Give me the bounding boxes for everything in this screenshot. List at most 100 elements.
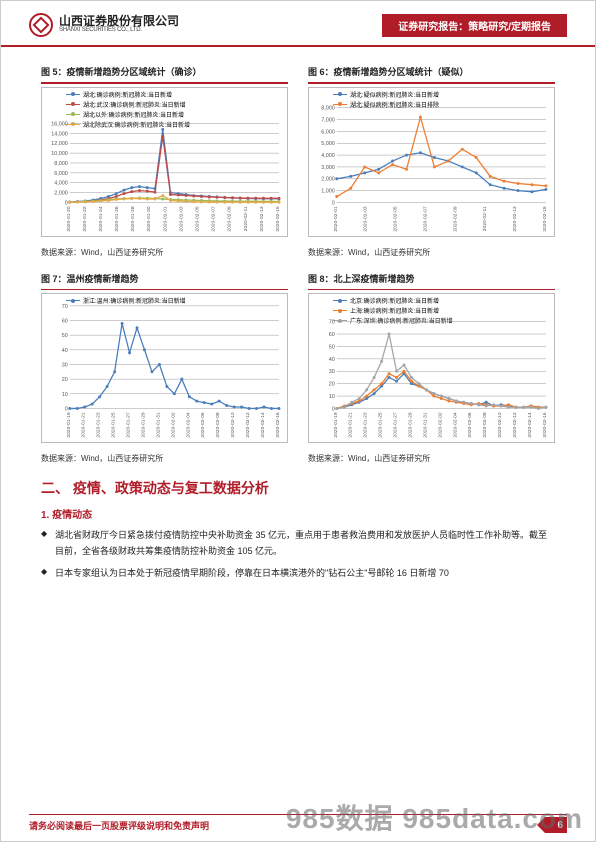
chart-title: 图 6：疫情新增趋势分区域统计（疑似）: [308, 65, 555, 78]
charts-grid: 图 5：疫情新增趋势分区域统计（确诊） 湖北:确诊病例:新冠肺炎:当日新增湖北:武…: [41, 65, 555, 464]
svg-text:2020-02-05: 2020-02-05: [393, 206, 399, 231]
chart-source: 数据来源：Wind，山西证券研究所: [308, 453, 555, 464]
svg-text:2020-02-10: 2020-02-10: [230, 412, 236, 437]
svg-text:1,000: 1,000: [321, 188, 335, 194]
company-name-cn: 山西证券股份有限公司: [59, 15, 179, 27]
svg-text:0: 0: [65, 200, 68, 206]
logo-block: 山西证券股份有限公司 SHANXI SECURITIES CO., LTD.: [29, 13, 179, 37]
watermark: 985数据 985data.com: [286, 797, 583, 837]
svg-text:2020-02-02: 2020-02-02: [437, 412, 443, 437]
svg-text:2020-02-09: 2020-02-09: [452, 206, 458, 231]
svg-text:2020-01-28: 2020-01-28: [130, 206, 136, 231]
section-title: 二、 疫情、政策动态与复工数据分析: [41, 478, 555, 498]
svg-text:2020-02-12: 2020-02-12: [245, 412, 251, 437]
report-tag: 证券研究报告：策略研究/定期报告: [382, 14, 567, 37]
svg-text:60: 60: [62, 318, 68, 324]
svg-text:2020-02-06: 2020-02-06: [200, 412, 206, 437]
svg-text:6,000: 6,000: [321, 129, 335, 135]
svg-text:2020-01-20: 2020-01-20: [66, 206, 72, 231]
svg-text:3,000: 3,000: [321, 164, 335, 170]
svg-text:40: 40: [329, 357, 335, 363]
svg-text:20: 20: [62, 377, 68, 383]
svg-text:4,000: 4,000: [321, 153, 335, 159]
sub-title: 1. 疫情动态: [41, 506, 555, 521]
chart-cell: 图 5：疫情新增趋势分区域统计（确诊） 湖北:确诊病例:新冠肺炎:当日新增湖北:武…: [41, 65, 288, 258]
chart-box: 湖北:确诊病例:新冠肺炎:当日新增湖北:武汉:确诊病例:新冠肺炎:当日新增湖北以…: [41, 87, 288, 237]
svg-text:5,000: 5,000: [321, 141, 335, 147]
svg-text:2020-01-19: 2020-01-19: [66, 412, 72, 437]
svg-text:2020-02-11: 2020-02-11: [482, 206, 488, 231]
svg-text:30: 30: [329, 369, 335, 375]
svg-text:4,000: 4,000: [54, 180, 68, 186]
page-content: 图 5：疫情新增趋势分区域统计（确诊） 湖北:确诊病例:新冠肺炎:当日新增湖北:武…: [1, 47, 595, 582]
svg-text:14,000: 14,000: [51, 131, 68, 137]
svg-text:2020-02-07: 2020-02-07: [211, 206, 217, 231]
svg-text:2020-02-01: 2020-02-01: [333, 206, 339, 231]
bullet-list: 湖北省财政厅今日紧急拨付疫情防控中央补助资金 35 亿元，重点用于患者救治费用和…: [41, 527, 555, 582]
svg-text:2020-02-04: 2020-02-04: [185, 412, 191, 437]
svg-text:0: 0: [332, 406, 335, 412]
svg-text:2020-01-27: 2020-01-27: [393, 412, 399, 437]
svg-text:2020-02-06: 2020-02-06: [467, 412, 473, 437]
chart-cell: 图 8：北上深疫情新增趋势北京:确诊病例:新冠肺炎:当日新增上海:确诊病例:新冠…: [308, 272, 555, 465]
svg-text:2020-01-19: 2020-01-19: [333, 412, 339, 437]
svg-text:0: 0: [65, 406, 68, 412]
disclaimer: 请务必阅读最后一页股票评级说明和免责声明: [29, 819, 209, 832]
page-header: 山西证券股份有限公司 SHANXI SECURITIES CO., LTD. 证…: [1, 1, 595, 43]
svg-text:2020-01-22: 2020-01-22: [82, 206, 88, 231]
svg-text:2020-01-24: 2020-01-24: [98, 206, 104, 231]
svg-text:2020-01-23: 2020-01-23: [363, 412, 369, 437]
chart-title: 图 7：温州疫情新增趋势: [41, 272, 288, 285]
svg-text:2020-02-09: 2020-02-09: [227, 206, 233, 231]
svg-text:2,000: 2,000: [54, 190, 68, 196]
svg-text:2020-02-14: 2020-02-14: [527, 412, 533, 437]
svg-text:2020-01-29: 2020-01-29: [140, 412, 146, 437]
chart-source: 数据来源：Wind，山西证券研究所: [41, 453, 288, 464]
chart-title: 图 8：北上深疫情新增趋势: [308, 272, 555, 285]
chart-box: 浙江:温州:确诊病例:新冠肺炎:当日新增0102030405060702020-…: [41, 293, 288, 443]
svg-text:16,000: 16,000: [51, 121, 68, 127]
svg-text:6,000: 6,000: [54, 170, 68, 176]
svg-text:12,000: 12,000: [51, 141, 68, 147]
logo-icon: [29, 13, 53, 37]
svg-text:2020-02-16: 2020-02-16: [275, 412, 281, 437]
svg-text:2020-01-21: 2020-01-21: [348, 412, 354, 437]
svg-text:2020-02-01: 2020-02-01: [162, 206, 168, 231]
svg-text:2020-02-07: 2020-02-07: [422, 206, 428, 231]
svg-text:60: 60: [329, 332, 335, 338]
bullet-item: 湖北省财政厅今日紧急拨付疫情防控中央补助资金 35 亿元，重点用于患者救治费用和…: [41, 527, 555, 559]
svg-text:2020-02-08: 2020-02-08: [215, 412, 221, 437]
svg-text:2020-02-13: 2020-02-13: [259, 206, 265, 231]
svg-text:2020-02-11: 2020-02-11: [243, 206, 249, 231]
company-name-en: SHANXI SECURITIES CO., LTD.: [59, 27, 179, 34]
svg-text:2020-02-15: 2020-02-15: [275, 206, 281, 231]
svg-text:2020-02-10: 2020-02-10: [497, 412, 503, 437]
svg-text:2020-01-25: 2020-01-25: [378, 412, 384, 437]
svg-text:7,000: 7,000: [321, 117, 335, 123]
svg-text:30: 30: [62, 362, 68, 368]
svg-text:50: 50: [62, 333, 68, 339]
svg-text:70: 70: [62, 304, 68, 310]
svg-text:10: 10: [62, 392, 68, 398]
svg-text:2020-02-05: 2020-02-05: [195, 206, 201, 231]
svg-text:8,000: 8,000: [54, 160, 68, 166]
chart-source: 数据来源：Wind，山西证券研究所: [308, 247, 555, 258]
svg-text:2020-01-26: 2020-01-26: [114, 206, 120, 231]
svg-text:2020-01-29: 2020-01-29: [407, 412, 413, 437]
svg-text:2020-02-08: 2020-02-08: [482, 412, 488, 437]
svg-text:2020-01-31: 2020-01-31: [422, 412, 428, 437]
chart-cell: 图 6：疫情新增趋势分区域统计（疑似）湖北:疑似病例:新冠肺炎:当日新增湖北:疑…: [308, 65, 555, 258]
svg-text:10,000: 10,000: [51, 151, 68, 157]
chart-title: 图 5：疫情新增趋势分区域统计（确诊）: [41, 65, 288, 78]
chart-source: 数据来源：Wind，山西证券研究所: [41, 247, 288, 258]
svg-text:2020-02-04: 2020-02-04: [452, 412, 458, 437]
svg-text:2020-02-12: 2020-02-12: [512, 412, 518, 437]
svg-text:40: 40: [62, 348, 68, 354]
svg-text:2020-02-03: 2020-02-03: [363, 206, 369, 231]
svg-text:2020-02-14: 2020-02-14: [260, 412, 266, 437]
svg-text:2020-02-02: 2020-02-02: [170, 412, 176, 437]
svg-text:2020-01-30: 2020-01-30: [146, 206, 152, 231]
svg-text:2020-01-31: 2020-01-31: [155, 412, 161, 437]
svg-text:2,000: 2,000: [321, 176, 335, 182]
chart-cell: 图 7：温州疫情新增趋势浙江:温州:确诊病例:新冠肺炎:当日新增01020304…: [41, 272, 288, 465]
